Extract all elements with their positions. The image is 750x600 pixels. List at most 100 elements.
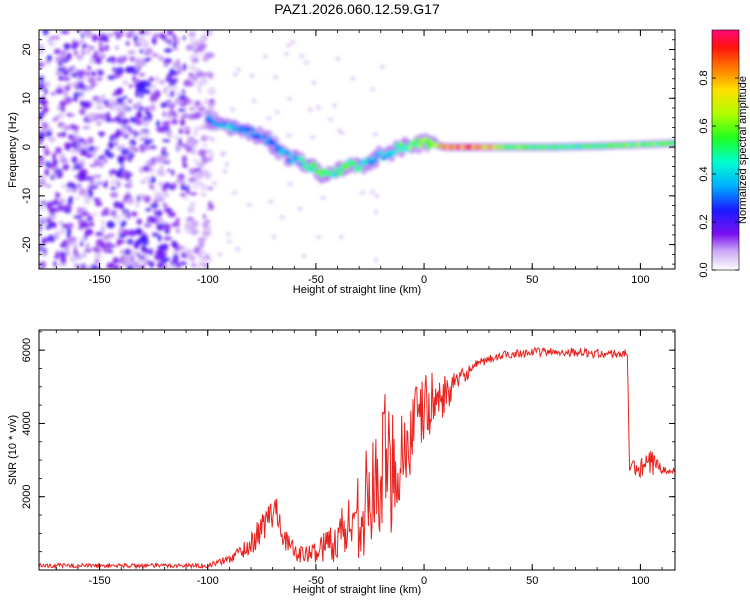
- spectrogram-noise-blob: [190, 255, 195, 261]
- spectrogram-noise-blob: [60, 259, 67, 264]
- spectrogram-noise-blob: [336, 128, 342, 133]
- spectrogram-noise-blob: [162, 111, 166, 117]
- spectrogram-noise-blob: [118, 233, 126, 238]
- spectrogram-ridge-point: [414, 143, 420, 148]
- spectrogram-noise-blob: [141, 129, 150, 133]
- spectrogram-noise-blob: [171, 169, 175, 176]
- spectrogram-noise-blob: [39, 61, 45, 68]
- spectrogram-noise-blob: [119, 202, 124, 210]
- spectrogram-noise-blob: [98, 99, 103, 106]
- spectrogram-noise-blob: [107, 233, 115, 238]
- spectrogram-noise-blob: [47, 234, 56, 243]
- spectrogram-noise-blob: [299, 54, 305, 59]
- spectrogram-noise-blob: [175, 218, 180, 223]
- spectrogram-noise-blob: [109, 181, 116, 185]
- spectrogram-noise-blob: [45, 225, 50, 230]
- spectrogram-noise-blob: [100, 242, 106, 249]
- spectrogram-noise-blob: [122, 118, 129, 125]
- spectrogram-noise-blob: [106, 152, 115, 159]
- spectrogram-noise-blob: [287, 96, 292, 101]
- spectrogram-noise-blob: [109, 136, 114, 142]
- spectrogram-noise-blob: [137, 265, 143, 269]
- spectrogram-ridge-point: [207, 114, 212, 120]
- spectrogram-noise-blob: [112, 92, 117, 97]
- spectrogram-noise-blob: [163, 243, 169, 252]
- y-tick-label: 10: [21, 92, 33, 104]
- spectrogram-noise-blob: [82, 212, 90, 216]
- spectrogram-noise-blob: [54, 198, 59, 204]
- spectrogram-noise-blob: [192, 220, 199, 228]
- spectrogram-noise-blob: [100, 225, 105, 234]
- spectrogram-noise-blob: [160, 102, 168, 108]
- spectrogram-noise-blob: [162, 191, 170, 198]
- spectrogram-noise-blob: [41, 200, 45, 205]
- spectrogram-noise-blob: [126, 264, 134, 269]
- spectrogram-noise-blob: [128, 31, 136, 36]
- spectrogram-noise-blob: [207, 102, 214, 110]
- spectrogram-noise-blob: [328, 117, 334, 122]
- spectrogram-noise-blob: [198, 250, 207, 254]
- spectrogram-noise-blob: [42, 30, 49, 36]
- spectrogram-noise-blob: [271, 234, 277, 239]
- spectrogram-noise-blob: [72, 252, 80, 256]
- spectrogram-noise-blob: [80, 240, 84, 247]
- x-tick-label: -100: [197, 575, 219, 587]
- spectrogram-noise-blob: [208, 151, 215, 158]
- spectrogram-noise-blob: [284, 51, 289, 56]
- spectrogram-noise-blob: [207, 186, 213, 191]
- spectrogram-noise-blob: [273, 75, 279, 80]
- spectrogram-noise-blob: [121, 144, 125, 148]
- spectrogram-noise-blob: [246, 202, 252, 207]
- spectrogram-noise-blob: [127, 51, 134, 56]
- spectrogram-ridge-point: [276, 145, 282, 150]
- spectrogram-noise-blob: [46, 54, 53, 62]
- spectrogram-noise-blob: [128, 152, 135, 158]
- spectrogram-noise-blob: [203, 98, 209, 105]
- spectrogram-noise-blob: [59, 252, 67, 258]
- spectrogram-noise-blob: [137, 101, 142, 108]
- spectrogram-noise-blob: [141, 248, 150, 254]
- spectrogram-noise-blob: [60, 243, 66, 249]
- spectrogram-noise-blob: [231, 190, 237, 195]
- spectrogram-noise-blob: [166, 73, 174, 78]
- spectrogram-noise-blob: [136, 131, 143, 136]
- spectrogram-noise-blob: [187, 206, 195, 214]
- spectrogram-noise-blob: [88, 228, 92, 235]
- colorbar-ticks: 0.0 0.2 0.4 0.6 0.8: [698, 70, 739, 278]
- spectrogram-noise-blob: [196, 265, 201, 269]
- spectrogram-noise-blob: [171, 240, 177, 247]
- spectrogram-noise-blob: [167, 168, 171, 173]
- spectrogram-noise-blob: [372, 132, 378, 137]
- spectrogram-y-label: Frequency (Hz): [7, 112, 19, 188]
- spectrogram-noise-blob: [153, 198, 158, 204]
- spectrogram-noise-blob: [177, 180, 187, 185]
- spectrogram-y-axis: -20 -10 0 10 20: [21, 29, 675, 265]
- spectrogram-noise-blob: [332, 103, 338, 108]
- spectrogram-noise-blob: [180, 118, 186, 127]
- spectrogram-noise-blob: [158, 217, 165, 223]
- spectrogram-noise-blob: [251, 99, 257, 103]
- spectrogram-noise-blob: [200, 184, 209, 191]
- spectrogram-noise-blob: [128, 84, 133, 88]
- snr-plot-area: [39, 346, 675, 570]
- spectrogram-noise-blob: [39, 160, 45, 167]
- spectrogram-noise-blob: [189, 192, 198, 196]
- colorbar-label: Normalized spectral amplitude: [737, 76, 749, 224]
- spectrogram-noise-blob: [79, 108, 86, 115]
- spectrogram-noise-blob: [95, 120, 103, 127]
- spectrogram-noise-blob: [52, 224, 57, 229]
- spectrogram-noise-blob: [89, 163, 99, 168]
- spectrogram-noise-blob: [169, 68, 175, 75]
- spectrogram-noise-blob: [158, 251, 167, 258]
- spectrogram-noise-blob: [39, 216, 43, 224]
- spectrogram-noise-blob: [145, 110, 151, 116]
- spectrogram-noise-blob: [74, 263, 81, 269]
- spectrogram-noise-blob: [86, 71, 90, 77]
- spectrogram-noise-blob: [39, 134, 44, 143]
- spectrogram-noise-blob: [52, 118, 56, 122]
- spectrogram-noise-blob: [188, 76, 195, 81]
- spectrogram-noise-blob: [159, 164, 164, 171]
- spectrogram-noise-blob: [183, 126, 191, 131]
- spectrogram-noise-blob: [174, 134, 178, 141]
- spectrogram-noise-blob: [44, 149, 51, 156]
